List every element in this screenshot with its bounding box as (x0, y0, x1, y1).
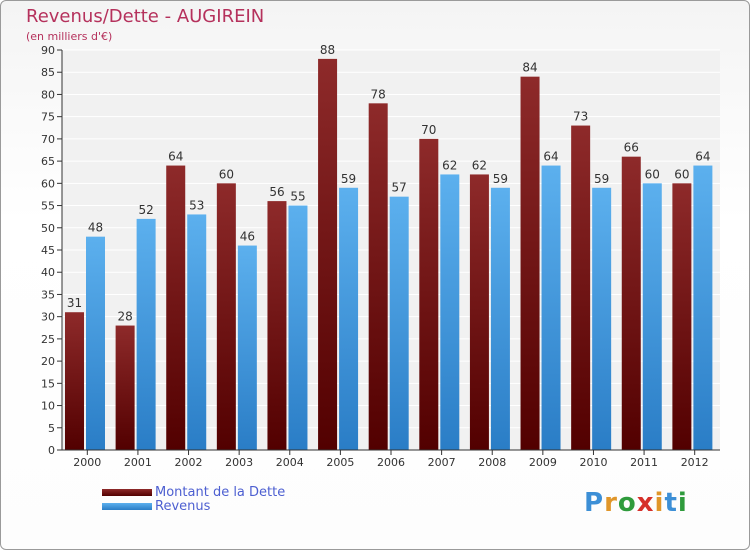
bar-revenus (693, 165, 713, 451)
bar-revenus (237, 245, 257, 450)
y-tick-label: 10 (41, 400, 55, 413)
data-label: 59 (594, 172, 609, 186)
bar-revenus (541, 165, 561, 451)
x-tick-label: 2007 (428, 456, 456, 469)
data-label: 53 (189, 198, 204, 212)
bar-revenus (187, 214, 207, 450)
bar-dette (520, 76, 540, 451)
y-tick-label: 50 (41, 222, 55, 235)
bar-revenus (440, 174, 460, 450)
data-label: 73 (573, 110, 588, 124)
y-tick-label: 0 (48, 444, 55, 457)
data-label: 84 (522, 61, 537, 75)
bar-dette (621, 156, 641, 450)
logo-letter: r (604, 488, 618, 518)
x-tick-label: 2004 (276, 456, 304, 469)
x-tick-label: 2002 (175, 456, 203, 469)
data-label: 28 (117, 310, 132, 324)
data-label: 60 (674, 167, 689, 181)
data-label: 70 (421, 123, 436, 137)
legend-label-debt: Montant de la Dette (155, 485, 286, 500)
data-label: 64 (543, 150, 558, 164)
data-label: 88 (320, 43, 335, 57)
data-label: 60 (219, 167, 234, 181)
bar-dette (368, 103, 388, 450)
data-label: 31 (67, 296, 82, 310)
logo-letter: o (617, 488, 637, 518)
logo-letter: t (664, 488, 678, 518)
bar-dette (318, 58, 338, 451)
bar-dette (672, 183, 692, 451)
logo-letter: i (677, 488, 688, 518)
logo-letter: i (654, 488, 665, 518)
y-tick-label: 90 (41, 44, 55, 57)
bar-revenus (339, 187, 359, 450)
legend-swatch-revenus (102, 503, 152, 510)
y-tick-label: 60 (41, 177, 55, 190)
data-label: 48 (88, 221, 103, 235)
bar-revenus (389, 196, 409, 450)
x-tick-label: 2005 (326, 456, 354, 469)
y-tick-label: 20 (41, 355, 55, 368)
data-label: 64 (168, 150, 183, 164)
data-label: 66 (624, 141, 639, 155)
logo-letter: P (584, 488, 605, 518)
chart-subtitle: (en milliers d'€) (26, 30, 113, 43)
data-label: 78 (371, 87, 386, 101)
x-tick-label: 2009 (529, 456, 557, 469)
x-tick-label: 2006 (377, 456, 405, 469)
data-label: 57 (392, 181, 407, 195)
y-tick-label: 5 (48, 422, 55, 435)
bar-dette (419, 138, 439, 450)
data-label: 59 (493, 172, 508, 186)
x-tick-label: 2003 (225, 456, 253, 469)
bar-revenus (86, 236, 105, 450)
bar-dette (571, 125, 591, 451)
y-tick-label: 75 (41, 111, 55, 124)
bar-dette (166, 165, 186, 451)
data-label: 64 (695, 150, 710, 164)
logo-letter: x (636, 488, 655, 518)
data-label: 56 (269, 185, 284, 199)
x-tick-label: 2012 (681, 456, 709, 469)
x-tick-label: 2001 (124, 456, 152, 469)
data-label: 62 (472, 158, 487, 172)
bar-revenus (592, 187, 612, 450)
y-tick-label: 15 (41, 377, 55, 390)
bar-revenus (136, 218, 156, 450)
y-tick-label: 35 (41, 288, 55, 301)
bar-dette (267, 201, 287, 450)
x-tick-label: 2000 (73, 456, 101, 469)
y-tick-label: 25 (41, 333, 55, 346)
data-label: 46 (240, 230, 255, 244)
bar-dette (115, 325, 135, 450)
bar-revenus (288, 205, 308, 450)
x-tick-label: 2010 (579, 456, 607, 469)
legend-label-revenus: Revenus (155, 499, 211, 514)
chart-title: Revenus/Dette - AUGIREIN (26, 6, 265, 27)
proxiti-logo: Proxiti (584, 488, 688, 518)
bar-dette (65, 312, 84, 450)
data-label: 62 (442, 158, 457, 172)
legend-swatch-debt (102, 489, 152, 496)
y-tick-label: 45 (41, 244, 55, 257)
bar-dette (216, 183, 236, 451)
x-tick-label: 2011 (630, 456, 658, 469)
y-tick-label: 80 (41, 88, 55, 101)
bar-dette (469, 174, 489, 450)
y-tick-label: 40 (41, 266, 55, 279)
data-label: 59 (341, 172, 356, 186)
data-label: 52 (138, 203, 153, 217)
bar-revenus (490, 187, 510, 450)
y-tick-label: 65 (41, 155, 55, 168)
data-label: 60 (645, 167, 660, 181)
y-tick-label: 70 (41, 133, 55, 146)
y-tick-label: 55 (41, 200, 55, 213)
y-tick-label: 30 (41, 311, 55, 324)
bar-revenus (642, 183, 662, 451)
y-tick-label: 85 (41, 66, 55, 79)
x-tick-label: 2008 (478, 456, 506, 469)
data-label: 55 (290, 190, 305, 204)
